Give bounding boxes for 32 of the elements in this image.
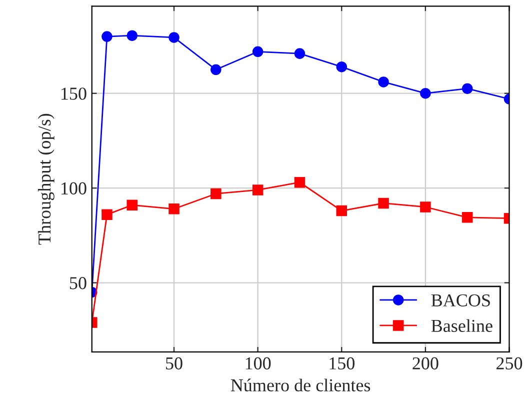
- legend-label: BACOS: [431, 294, 490, 306]
- point: [102, 31, 112, 42]
- point: [252, 184, 264, 196]
- point: [102, 209, 112, 220]
- point: [252, 46, 264, 58]
- point: [336, 205, 348, 216]
- x-tick-label: 250: [496, 357, 522, 370]
- point: [210, 64, 222, 76]
- point: [378, 76, 389, 88]
- x-tick-label: 150: [330, 357, 354, 370]
- point: [294, 48, 306, 59]
- x-tick-label: 100: [246, 357, 271, 370]
- point: [462, 212, 473, 223]
- point: [420, 88, 431, 99]
- point: [462, 83, 473, 94]
- x-tick-label: 50: [166, 357, 182, 370]
- y-axis-title: Throughput (op/s): [38, 114, 54, 245]
- x-axis-title: Número de clientes: [230, 378, 370, 392]
- point: [420, 202, 431, 212]
- point: [336, 61, 348, 72]
- point: [210, 188, 222, 200]
- y-tick-label: 150: [62, 88, 86, 100]
- y-tick-label: 50: [70, 277, 86, 290]
- point: [378, 198, 389, 209]
- y-tick-label: 100: [62, 182, 86, 194]
- point: [126, 30, 138, 41]
- legend-label: Baseline: [431, 319, 492, 332]
- point: [168, 204, 180, 214]
- point: [126, 200, 138, 210]
- point: [294, 176, 306, 188]
- point: [168, 32, 180, 43]
- x-tick-label: 200: [412, 357, 438, 370]
